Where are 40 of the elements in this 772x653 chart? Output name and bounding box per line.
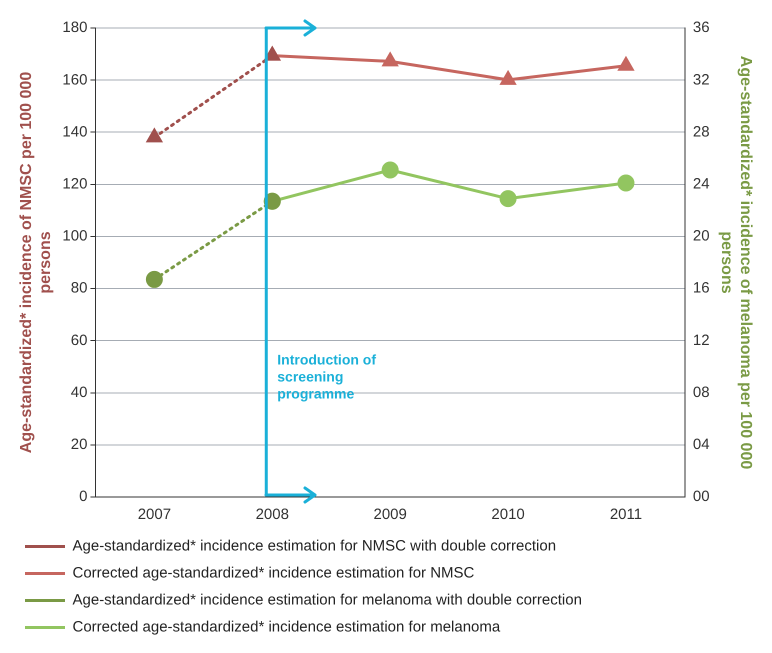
x-tick-label: 2008 (256, 506, 289, 524)
y-tick-label: 40 (70, 384, 88, 401)
point (146, 270, 163, 288)
y2-tick-label: 32 (692, 71, 710, 88)
y2-tick-label: 08 (692, 384, 710, 401)
x-tick-label: 2007 (138, 506, 172, 524)
legend-label: Age-standardized* incidence estimation for melanoma with double correction (72, 592, 582, 609)
y2-tick-label: 04 (692, 436, 710, 454)
y2-tick-label: 00 (692, 488, 710, 506)
y-tick-label: 160 (62, 71, 88, 88)
y2-tick-label: 36 (692, 19, 710, 36)
legend-label: Age-standardized* incidence estimation for NMSC with double correction (72, 538, 556, 555)
point (382, 162, 399, 179)
legend-label: Corrected age-standardized* incidence estimation for NMSC (72, 564, 475, 582)
y2-tick-label: 28 (692, 123, 710, 140)
y-tick-label: 20 (70, 436, 88, 454)
point (617, 174, 634, 192)
y-tick-label: 100 (62, 228, 88, 245)
point (146, 128, 162, 142)
ref-line-label: Introduction of screening programme (277, 352, 376, 402)
x-tick-label: 2011 (610, 506, 642, 524)
y-tick-label: 180 (62, 19, 88, 36)
y-tick-label: 140 (62, 123, 88, 140)
y-tick-label: 80 (70, 280, 88, 297)
y2-tick-label: 12 (692, 332, 710, 349)
y-tick-label: 120 (62, 175, 88, 192)
y2-tick-label: 20 (692, 228, 710, 245)
legend-label: Corrected age-standardized* incidence estimation for melanoma (72, 618, 501, 636)
x-tick-label: 2009 (373, 506, 407, 524)
y2-axis-title: Age-standardized* incidence of melanoma per 100 000 persons (718, 56, 754, 470)
point (382, 52, 398, 66)
point (500, 190, 517, 208)
point (618, 57, 634, 71)
x-tick-label: 2010 (491, 506, 525, 524)
y2-tick-label: 16 (692, 280, 710, 297)
y-axis-title: Age-standardized* incidence of NMSC per 100 000 persons (18, 72, 54, 454)
point (500, 71, 516, 85)
y-tick-label: 60 (70, 332, 88, 349)
y2-tick-label: 24 (692, 175, 710, 192)
y-tick-label: 0 (79, 488, 88, 506)
